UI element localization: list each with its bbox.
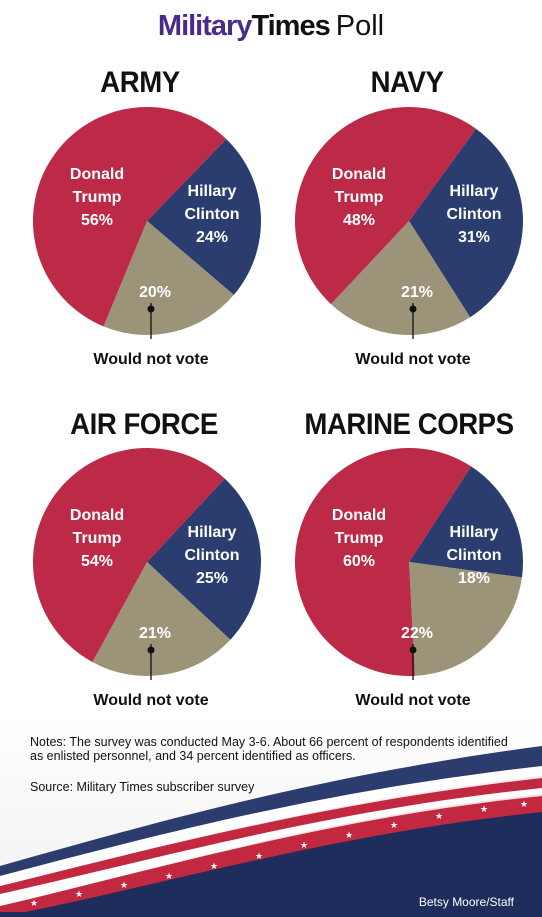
pie-chart-navy: Donald Trump 48% Hillary Clinton 31% 21% Would … xyxy=(294,106,523,368)
pie-slice-would-not-vote-air-force xyxy=(92,562,231,676)
source-text: Source: Military Times subscriber survey xyxy=(30,780,255,794)
slice-label-clinton-air-force: Hillary xyxy=(188,524,237,541)
slice-label-trump-marine-corps: 60% xyxy=(343,553,375,570)
slice-label-trump-air-force: Donald xyxy=(70,507,124,524)
pointer-dot-air-force xyxy=(147,646,155,654)
svg-text:★: ★ xyxy=(30,899,38,909)
annotation-would-not-vote-marine-corps: Would not vote xyxy=(355,692,470,709)
brand-military: Military xyxy=(157,10,253,42)
annotation-would-not-vote-army: Would not vote xyxy=(93,351,208,368)
pointer-dot-army xyxy=(147,305,155,313)
slice-label-would-not-vote-navy: 21% xyxy=(401,284,433,301)
svg-text:★: ★ xyxy=(255,852,263,862)
slice-label-trump-navy: 48% xyxy=(343,212,375,229)
svg-text:★: ★ xyxy=(520,800,528,810)
slice-label-trump-army: 56% xyxy=(81,212,113,229)
slice-label-trump-army: Donald xyxy=(70,166,124,183)
slice-label-trump-air-force: 54% xyxy=(81,553,113,570)
slice-label-clinton-air-force: Clinton xyxy=(184,547,239,564)
slice-label-clinton-marine-corps: Clinton xyxy=(446,547,501,564)
pie-slice-clinton-air-force xyxy=(147,478,261,640)
pie-chart-army: Donald Trump 56% Hillary Clinton 24% 20% Would … xyxy=(32,106,262,368)
slice-label-trump-army: Trump xyxy=(73,189,122,206)
chart-title-air-force: AIR FORCE xyxy=(70,408,218,441)
svg-text:★: ★ xyxy=(165,872,173,882)
slice-label-would-not-vote-marine-corps: 22% xyxy=(401,625,433,642)
pie-chart-air-force: Donald Trump 54% Hillary Clinton 25% 21% Would … xyxy=(32,447,261,709)
svg-text:★: ★ xyxy=(345,831,353,841)
brand-times: Times xyxy=(251,10,330,42)
pie-slice-would-not-vote-navy xyxy=(330,221,471,335)
pie-slice-clinton-army xyxy=(147,139,262,295)
chart-title-army: ARMY xyxy=(100,66,180,99)
slice-label-clinton-marine-corps: Hillary xyxy=(450,524,499,541)
slice-label-clinton-navy: Hillary xyxy=(450,183,499,200)
slice-label-trump-navy: Trump xyxy=(335,189,384,206)
footer-banner: ★ ★ ★ ★ ★ ★ ★ ★ ★ ★ ★ ★ xyxy=(0,716,542,917)
slice-label-clinton-navy: 31% xyxy=(458,229,490,246)
svg-text:★: ★ xyxy=(435,812,443,822)
svg-text:★: ★ xyxy=(120,881,128,891)
slice-label-clinton-air-force: 25% xyxy=(196,570,228,587)
slice-label-trump-marine-corps: Donald xyxy=(332,507,386,524)
header: MilitaryTimes Poll xyxy=(0,6,542,51)
annotation-would-not-vote-air-force: Would not vote xyxy=(93,692,208,709)
svg-text:★: ★ xyxy=(210,862,218,872)
pie-slice-would-not-vote-army xyxy=(103,221,234,336)
pie-slice-trump-air-force xyxy=(32,447,225,663)
slice-label-clinton-army: 24% xyxy=(196,229,228,246)
slice-label-trump-air-force: Trump xyxy=(73,530,122,547)
svg-text:★: ★ xyxy=(390,821,398,831)
slice-label-trump-marine-corps: Trump xyxy=(335,530,384,547)
svg-text:★: ★ xyxy=(300,841,308,851)
pie-charts: Donald Trump 56% Hillary Clinton 24% 20% Would … xyxy=(32,106,524,709)
svg-text:★: ★ xyxy=(480,805,488,815)
pie-chart-marine-corps: Donald Trump 60% Hillary Clinton 18% 22% Would … xyxy=(294,447,524,709)
pie-slice-trump-navy xyxy=(294,106,477,305)
slice-label-clinton-army: Clinton xyxy=(184,206,239,223)
svg-text:★: ★ xyxy=(75,890,83,900)
pointer-dot-navy xyxy=(409,305,417,313)
slice-label-would-not-vote-army: 20% xyxy=(139,284,171,301)
annotation-would-not-vote-navy: Would not vote xyxy=(355,351,470,368)
pointer-dot-marine-corps xyxy=(409,646,417,654)
pie-slice-would-not-vote-marine-corps xyxy=(409,562,522,676)
flag-swoosh-decoration: ★ ★ ★ ★ ★ ★ ★ ★ ★ ★ ★ ★ xyxy=(0,716,542,917)
slice-label-clinton-army: Hillary xyxy=(188,183,237,200)
slice-label-would-not-vote-air-force: 21% xyxy=(139,625,171,642)
slice-label-clinton-navy: Clinton xyxy=(446,206,501,223)
credit-text: Betsy Moore/Staff xyxy=(418,895,514,909)
poll-word: Poll xyxy=(335,10,385,42)
pie-slice-clinton-navy xyxy=(409,128,523,318)
pie-slice-clinton-marine-corps xyxy=(409,466,524,578)
slice-label-clinton-marine-corps: 18% xyxy=(458,570,490,587)
slice-label-trump-navy: Donald xyxy=(332,166,386,183)
pie-slice-trump-army xyxy=(32,106,227,327)
chart-title-marine-corps: MARINE CORPS xyxy=(304,408,514,441)
pie-slice-trump-marine-corps xyxy=(294,447,472,676)
notes-text: Notes: The survey was conducted May 3-6.… xyxy=(30,735,508,763)
chart-title-navy: NAVY xyxy=(370,66,444,99)
